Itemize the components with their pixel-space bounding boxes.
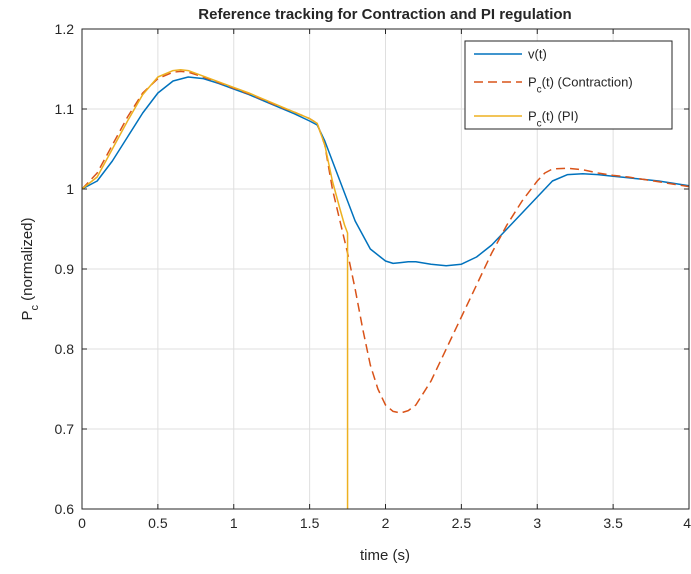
- y-tick-label: 1.1: [55, 101, 75, 117]
- x-tick-label: 4: [683, 515, 691, 531]
- y-tick-label: 0.8: [55, 341, 75, 357]
- legend-label-pc-pi-sub: c: [537, 118, 542, 129]
- series-line-pc-pi: [81, 69, 349, 509]
- legend-label-pc-pi: Pc(t) (PI): [528, 109, 579, 130]
- y-axis-label-rest: (normalized): [19, 217, 36, 305]
- legend-label-pc-contraction-rest: (t) (Contraction): [542, 75, 633, 90]
- legend-label-pc-contraction: Pc(t) (Contraction): [528, 75, 633, 96]
- x-tick-label: 2: [382, 515, 390, 531]
- x-tick-label: 3: [533, 515, 541, 531]
- series-layer: [81, 69, 690, 509]
- y-axis-label: Pc (normalized): [19, 217, 41, 320]
- legend-label-pc-pi-rest: (t) (PI): [542, 109, 579, 124]
- x-tick-label: 0: [78, 515, 86, 531]
- series-line-v: [81, 76, 690, 267]
- legend-label-v-main: v(t): [528, 47, 547, 62]
- y-axis-label-subscript: c: [29, 305, 41, 311]
- x-tick-label: 0.5: [148, 515, 168, 531]
- y-tick-label: 0.6: [55, 501, 75, 517]
- legend-label-pc-contraction-sub: c: [537, 84, 542, 95]
- y-tick-label: 0.9: [55, 261, 75, 277]
- y-tick-labels: 0.6 0.7 0.8 0.9 1 1.1 1.2: [55, 21, 75, 517]
- x-tick-label: 3.5: [603, 515, 623, 531]
- legend-box: [464, 40, 673, 130]
- y-tick-label: 1: [66, 181, 74, 197]
- x-axis-label: time (s): [360, 547, 410, 564]
- ticks: [81, 28, 690, 510]
- y-tick-label: 0.7: [55, 421, 75, 437]
- x-tick-labels: 0 0.5 1 1.5 2 2.5 3 3.5 4: [78, 515, 691, 531]
- legend: v(t) Pc(t) (Contraction) Pc(t) (PI): [464, 40, 673, 130]
- chart-title: Reference tracking for Contraction and P…: [198, 6, 571, 23]
- y-tick-label: 1.2: [55, 21, 75, 37]
- x-tick-label: 1: [230, 515, 238, 531]
- y-axis-label-main: P: [19, 311, 36, 321]
- x-tick-label: 1.5: [300, 515, 320, 531]
- series-line-pc-contraction: [81, 70, 690, 414]
- legend-label-pc-contraction-main: P: [528, 75, 537, 90]
- x-tick-label: 2.5: [452, 515, 472, 531]
- legend-label-v: v(t): [528, 47, 547, 62]
- legend-label-pc-pi-main: P: [528, 109, 537, 124]
